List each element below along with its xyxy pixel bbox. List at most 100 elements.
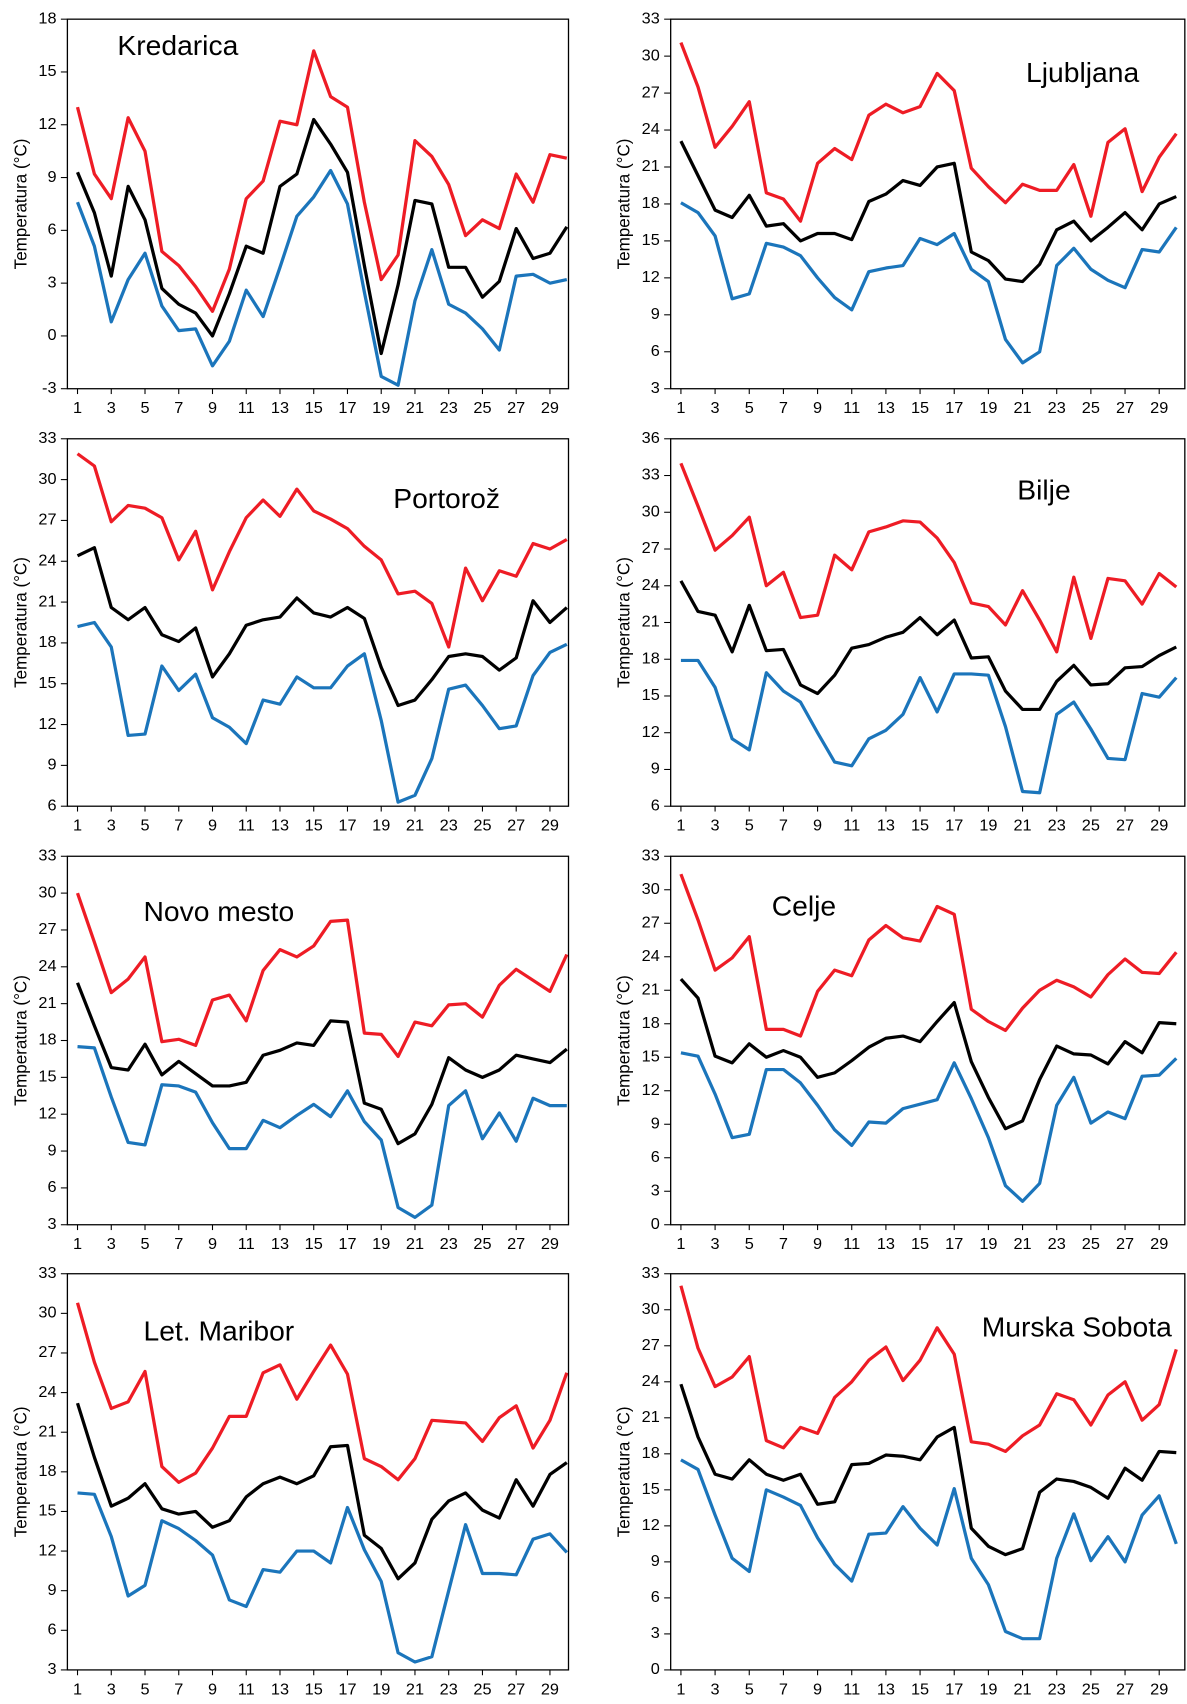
y-tick-label: 33 [642,1264,660,1282]
y-tick-label: 21 [38,1423,56,1441]
y-tick-label: 21 [642,1408,660,1426]
x-tick-label: 11 [238,399,255,417]
series-line [680,1458,1178,1641]
y-tick-label: 6 [651,797,660,815]
y-tick-label: 27 [642,914,660,932]
chart-title: Celje [772,891,836,922]
y-tick-label: 30 [38,1304,56,1322]
y-axis-label: Temperatura (°C) [613,139,633,270]
series-line [77,1491,569,1664]
x-tick-label: 9 [813,817,822,835]
x-tick-label: 23 [440,817,458,835]
x-tick-label: 5 [745,817,754,835]
x-tick-label: 5 [745,399,754,417]
x-tick-label: 7 [779,1235,788,1253]
x-tick-label: 7 [174,1681,183,1699]
x-tick-label: 19 [372,1681,390,1699]
x-tick-label: 25 [473,817,491,835]
x-tick-label: 21 [1013,399,1031,417]
x-tick-label: 21 [1013,1235,1031,1253]
y-axis-label: Temperatura (°C) [10,1406,30,1537]
plot-frame [66,18,570,390]
y-tick-label: 9 [47,1581,56,1599]
series-line [679,580,1178,712]
x-tick-label: 7 [779,1681,788,1699]
x-tick-label: 5 [745,1235,754,1253]
y-tick-label: 3 [651,1182,660,1200]
series-line [75,982,568,1146]
x-tick-label: 25 [1082,817,1100,835]
x-tick-label: 17 [945,399,963,417]
x-tick-label: 15 [911,399,929,417]
series-line [680,658,1178,795]
y-tick-label: 9 [47,1141,56,1159]
y-tick-label: 27 [38,1343,56,1361]
x-tick-label: 7 [779,399,788,417]
x-tick-label: 9 [208,1681,217,1699]
x-tick-label: 25 [1082,1681,1100,1699]
x-tick-label: 21 [406,399,424,417]
x-tick-label: 15 [305,817,323,835]
x-tick-label: 23 [1048,399,1066,417]
y-tick-label: 30 [38,470,56,488]
y-tick-label: 6 [47,797,56,815]
y-axis-label: Temperatura (°C) [10,975,30,1106]
y-tick-label: 18 [38,633,56,651]
x-tick-label: 29 [1150,399,1168,417]
x-tick-label: 19 [372,817,390,835]
x-tick-label: 27 [1116,1235,1134,1253]
chart-title: Portorož [393,483,500,514]
x-tick-label: 17 [945,1235,963,1253]
y-tick-label: 18 [642,194,660,212]
y-tick-label: 15 [642,231,660,249]
y-tick-label: 21 [38,994,56,1012]
y-tick-label: 0 [651,1215,660,1233]
y-tick-label: 9 [47,168,56,186]
y-tick-label: 30 [642,46,660,64]
chart-title: Novo mesto [143,896,294,927]
x-tick-label: 25 [473,399,491,417]
x-tick-label: 21 [1013,817,1031,835]
x-tick-label: 7 [174,1235,183,1253]
x-tick-label: 3 [711,399,720,417]
y-tick-label: 27 [642,539,660,557]
y-tick-label: 3 [47,1660,56,1678]
x-tick-label: 9 [813,399,822,417]
x-tick-label: 23 [440,1681,458,1699]
x-tick-label: 25 [1082,1235,1100,1253]
x-tick-label: 1 [73,1681,82,1699]
x-tick-label: 19 [979,1681,997,1699]
chart-title: Kredarica [117,30,238,61]
x-tick-label: 1 [73,1235,82,1253]
x-tick-label: 19 [979,399,997,417]
x-tick-label: 13 [877,1235,895,1253]
y-tick-label: 15 [642,1048,660,1066]
y-tick-label: 21 [642,981,660,999]
x-tick-label: 3 [711,1235,720,1253]
y-tick-label: 12 [38,1541,56,1559]
x-tick-label: 15 [911,817,929,835]
x-tick-label: 1 [676,1681,685,1699]
series-line [75,1402,568,1581]
y-axis-label: Temperatura (°C) [613,1406,633,1537]
y-tick-label: 30 [38,883,56,901]
y-tick-label: 0 [47,326,56,344]
y-tick-label: 24 [38,1383,56,1401]
y-tick-label: 33 [642,847,660,865]
y-axis-label: Temperatura (°C) [613,975,633,1106]
y-tick-label: 6 [651,1148,660,1166]
series-line [77,620,568,804]
series-line [679,1285,1178,1454]
x-tick-label: 3 [107,817,116,835]
y-tick-label: 18 [38,1031,56,1049]
x-tick-label: 29 [541,1681,559,1699]
plot-frame [66,855,570,1226]
y-tick-label: 3 [651,379,660,397]
x-tick-label: 1 [676,817,685,835]
x-tick-label: 1 [73,399,82,417]
x-tick-label: 3 [711,1681,720,1699]
chart-title: Bilje [1017,475,1070,506]
y-tick-label: 30 [642,880,660,898]
y-tick-label: 18 [38,1462,56,1480]
